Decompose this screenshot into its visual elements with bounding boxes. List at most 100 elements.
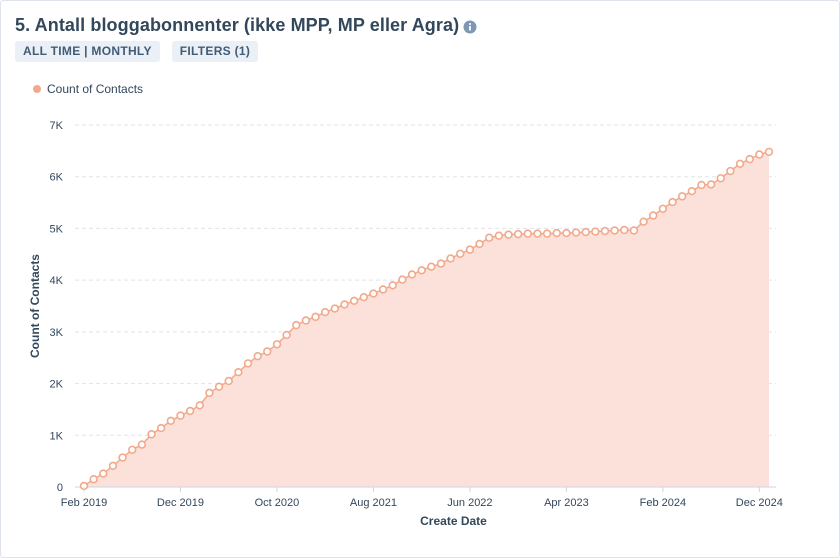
x-tick-label: Dec 2024	[736, 497, 783, 509]
data-point	[726, 166, 735, 176]
info-circle-icon[interactable]	[463, 20, 477, 34]
x-tick-label: Jun 2022	[447, 497, 492, 509]
data-point	[581, 227, 590, 237]
x-tick-label: Dec 2019	[157, 497, 204, 509]
x-tick-label: Apr 2023	[544, 497, 589, 509]
data-point	[427, 262, 436, 271]
data-point	[436, 259, 446, 268]
data-point	[137, 440, 147, 449]
data-point	[320, 308, 330, 317]
data-point	[677, 192, 687, 201]
data-point	[263, 347, 272, 356]
data-point	[147, 430, 156, 439]
data-point	[166, 416, 176, 426]
data-point	[523, 229, 533, 238]
data-point	[629, 226, 639, 235]
data-point	[292, 320, 301, 330]
data-point	[658, 204, 668, 213]
data-point	[272, 340, 282, 349]
x-tick-label: Feb 2019	[61, 497, 107, 509]
title-row: 5. Antall bloggabonnenter (ikke MPP, MP …	[15, 15, 477, 36]
y-tick-label: 6K	[50, 172, 64, 184]
data-point	[755, 150, 764, 159]
x-tick-label: Feb 2024	[640, 497, 686, 509]
data-point	[301, 316, 311, 325]
data-point	[359, 293, 368, 302]
x-tick-label: Aug 2021	[350, 497, 397, 509]
data-point	[465, 245, 475, 254]
y-tick-label: 3K	[50, 327, 64, 339]
data-point	[697, 180, 706, 190]
y-tick-label: 2K	[50, 379, 64, 391]
x-axis-title: Create Date	[420, 514, 487, 528]
data-point	[600, 226, 610, 236]
data-point	[475, 239, 484, 249]
y-tick-label: 7K	[50, 120, 64, 132]
data-point	[99, 469, 108, 478]
data-point	[668, 197, 677, 207]
data-point	[735, 159, 745, 168]
data-point	[176, 411, 185, 420]
data-point	[311, 312, 320, 322]
data-point	[378, 285, 388, 294]
y-tick-label: 1K	[50, 430, 64, 442]
data-point	[620, 225, 629, 235]
data-point	[764, 147, 774, 157]
data-point	[234, 367, 243, 377]
y-tick-label: 0	[57, 482, 63, 494]
data-point	[243, 359, 253, 368]
data-point	[340, 300, 349, 309]
data-point	[388, 281, 397, 290]
data-point	[108, 461, 118, 470]
data-point	[282, 330, 291, 340]
data-point	[687, 186, 697, 196]
chart-legend: Count of Contacts	[33, 82, 143, 96]
data-point	[398, 275, 407, 284]
data-point	[504, 230, 513, 239]
data-point	[118, 453, 127, 462]
data-point	[253, 351, 262, 361]
data-point	[494, 231, 504, 240]
data-point	[417, 266, 426, 275]
data-point	[591, 227, 600, 236]
data-point	[330, 304, 340, 313]
data-point	[542, 229, 552, 238]
data-point	[571, 228, 581, 237]
data-point	[185, 406, 195, 416]
data-point	[456, 249, 465, 258]
filter-pills: ALL TIME | MONTHLY FILTERS (1)	[15, 41, 259, 62]
data-point	[369, 289, 378, 298]
data-point	[89, 475, 98, 484]
data-point	[205, 388, 214, 398]
data-point	[156, 423, 166, 433]
series-area	[84, 151, 769, 488]
data-point	[552, 228, 561, 238]
data-point	[639, 217, 648, 226]
data-point	[610, 226, 619, 235]
data-point	[745, 154, 754, 164]
data-point	[349, 296, 359, 306]
data-point	[224, 376, 233, 386]
data-point	[513, 229, 523, 239]
data-point	[649, 211, 658, 220]
legend-label: Count of Contacts	[47, 82, 144, 96]
data-point	[446, 254, 455, 263]
data-point	[195, 401, 204, 410]
data-point	[533, 229, 542, 238]
data-point	[706, 180, 716, 189]
legend-marker	[33, 85, 41, 93]
data-point	[716, 174, 725, 183]
data-point	[562, 228, 571, 238]
data-point	[407, 270, 417, 279]
date-range-pill[interactable]: ALL TIME | MONTHLY	[15, 41, 160, 62]
y-tick-label: 4K	[50, 275, 64, 287]
filters-pill[interactable]: FILTERS (1)	[171, 41, 259, 62]
report-title: 5. Antall bloggabonnenter (ikke MPP, MP …	[15, 15, 460, 35]
y-tick-label: 5K	[50, 223, 64, 235]
y-axis-title: Count of Contacts	[28, 254, 42, 358]
x-tick-label: Oct 2020	[255, 497, 300, 509]
data-point	[128, 445, 137, 454]
data-point	[485, 233, 494, 242]
data-point	[214, 382, 224, 391]
